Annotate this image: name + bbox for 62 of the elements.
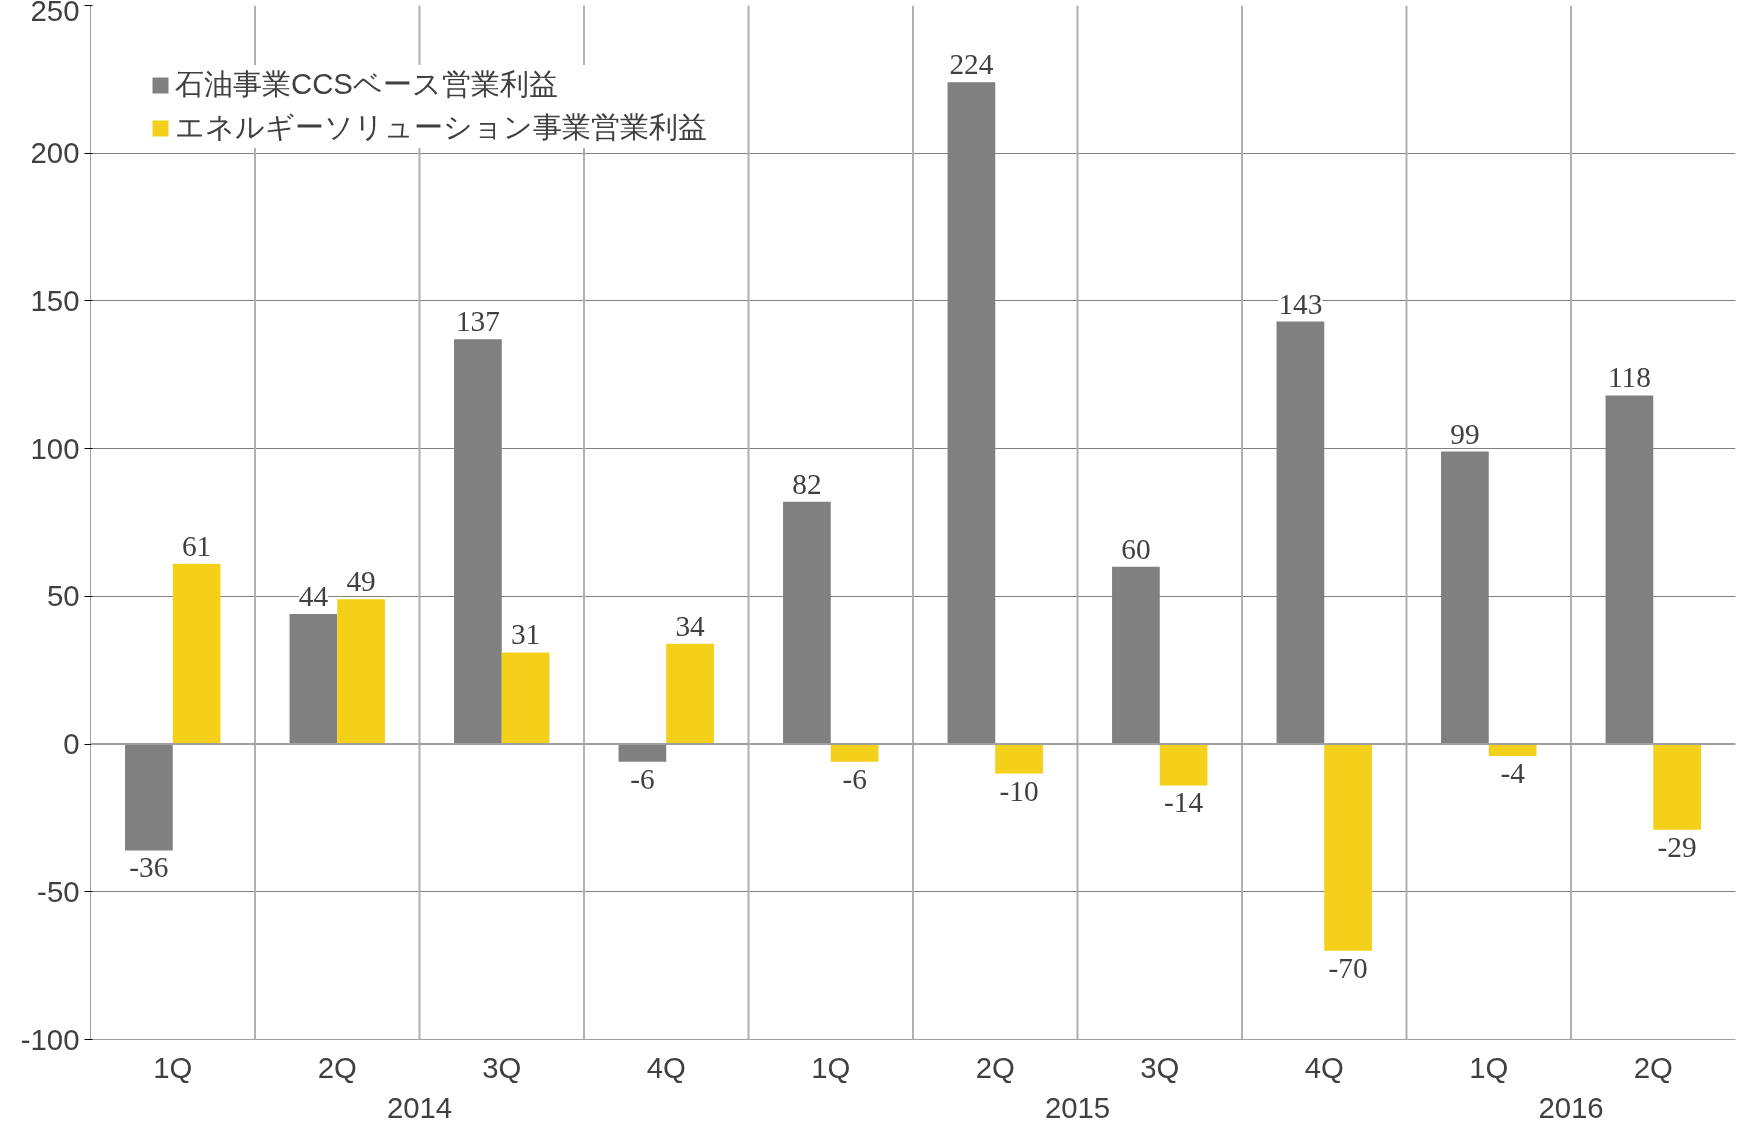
data-label: 44	[298, 580, 329, 613]
data-label: -70	[1328, 951, 1368, 984]
data-label: 99	[1450, 417, 1480, 450]
data-label: 34	[675, 609, 706, 642]
data-label: 143	[1278, 287, 1323, 320]
bar	[125, 744, 173, 851]
bar	[1653, 744, 1701, 830]
bar	[1488, 744, 1537, 756]
data-label: 82	[792, 467, 822, 500]
bar	[337, 599, 385, 745]
text: 2015	[1044, 1090, 1111, 1124]
bar	[995, 744, 1043, 774]
bar	[289, 614, 338, 745]
bar	[454, 339, 502, 745]
legend-label: 石油事業CCSベース営業利益	[175, 66, 558, 102]
data-label: 224	[949, 48, 994, 81]
bar	[172, 563, 221, 745]
data-label: 49	[346, 565, 376, 598]
x-tick-label: 4Q	[1304, 1050, 1344, 1084]
x-tick-label: 1Q	[1469, 1050, 1509, 1084]
data-label: -14	[1164, 786, 1204, 819]
bar	[618, 744, 667, 762]
y-tick-label: -50	[37, 874, 80, 908]
y-tick-label: 50	[46, 579, 80, 613]
x-tick-label: 1Q	[153, 1050, 193, 1084]
data-label: 118	[1607, 361, 1651, 394]
data-label: -6	[842, 762, 867, 795]
x-tick-label: 3Q	[482, 1050, 522, 1084]
bar	[1159, 744, 1208, 786]
bar	[783, 501, 831, 745]
y-tick-label: 0	[63, 727, 80, 761]
legend-label: エネルギーソリューション事業営業利益	[175, 109, 707, 145]
bar	[830, 744, 879, 762]
data-label: -4	[1500, 756, 1526, 789]
y-tick-label: 150	[30, 283, 80, 317]
data-label: -6	[630, 762, 655, 795]
text: 2014	[386, 1090, 453, 1124]
x-tick-label: 3Q	[1140, 1050, 1180, 1084]
data-label: 137	[455, 305, 500, 338]
data-label: 61	[181, 529, 212, 562]
data-label: 60	[1121, 532, 1151, 565]
bar	[1276, 321, 1325, 745]
bar	[1324, 744, 1372, 951]
bar	[1605, 395, 1654, 745]
bar	[666, 643, 714, 745]
x-tick-label: 2Q	[1633, 1050, 1673, 1084]
x-tick-label: 4Q	[646, 1050, 686, 1084]
bar	[1441, 451, 1489, 745]
data-label: -10	[999, 774, 1039, 807]
x-tick-label: 2Q	[975, 1050, 1015, 1084]
data-label: 31	[510, 618, 541, 651]
x-tick-label: 1Q	[811, 1050, 851, 1084]
y-tick-label: 200	[30, 136, 80, 170]
y-tick-label: -100	[20, 1022, 80, 1056]
y-tick-label: 250	[30, 0, 80, 27]
data-label: -36	[129, 851, 169, 884]
bar	[501, 652, 550, 745]
bar	[1112, 566, 1160, 745]
y-tick-label: 100	[30, 431, 80, 465]
text: 2016	[1538, 1090, 1604, 1124]
data-label: -29	[1657, 830, 1697, 863]
x-tick-label: 2Q	[317, 1050, 357, 1084]
